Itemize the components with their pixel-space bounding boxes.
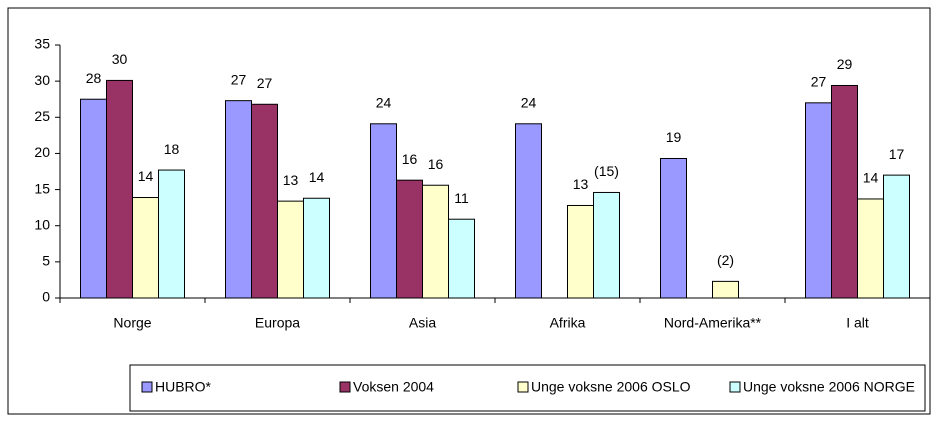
bar: [396, 179, 423, 299]
legend-label: Voksen 2004: [353, 379, 434, 395]
data-label: 16: [402, 151, 418, 167]
data-label: 28: [86, 70, 102, 86]
bar: [225, 100, 252, 299]
bar: [448, 218, 475, 299]
data-label: 18: [164, 141, 180, 157]
x-tick-label: Asia: [409, 315, 436, 331]
legend-label: Unge voksne 2006 NORGE: [743, 379, 915, 395]
bar: [883, 174, 910, 299]
data-label: 17: [889, 146, 905, 162]
y-tick-label: 10: [34, 216, 50, 232]
data-label: 27: [811, 74, 827, 90]
legend-swatch: [339, 381, 351, 393]
bar: [277, 200, 304, 299]
bar: [158, 169, 185, 299]
bar: [422, 184, 449, 299]
data-label: 27: [257, 75, 273, 91]
data-label: 14: [863, 170, 879, 186]
bar: [106, 79, 133, 299]
x-tick-label: Afrika: [550, 315, 586, 331]
y-tick-label: 20: [34, 144, 50, 160]
bar: [251, 103, 278, 299]
bar: [132, 197, 159, 299]
data-label: 13: [283, 172, 299, 188]
legend-label: HUBRO*: [155, 379, 212, 395]
data-label: 13: [573, 176, 589, 192]
data-label: 29: [837, 56, 853, 72]
bar: [593, 191, 620, 299]
y-tick-label: 35: [34, 36, 50, 52]
bar: [80, 98, 107, 299]
data-label: 14: [309, 169, 325, 185]
bar: [831, 84, 858, 299]
data-label: 14: [138, 168, 154, 184]
data-label: 27: [231, 71, 247, 87]
bar: [660, 157, 687, 299]
data-label: (2): [717, 252, 734, 268]
bar: [857, 198, 884, 299]
data-label: 24: [376, 94, 392, 110]
y-tick-label: 25: [34, 108, 50, 124]
bar: [303, 197, 330, 299]
x-tick-label: Europa: [255, 315, 300, 331]
bar: [712, 280, 739, 299]
bar: [805, 102, 832, 299]
bar: [515, 123, 542, 299]
data-label: (15): [594, 163, 619, 179]
bar: [370, 123, 397, 299]
data-label: 19: [666, 129, 682, 145]
data-label: 24: [521, 94, 537, 110]
y-tick-label: 5: [42, 253, 50, 269]
y-tick-label: 0: [42, 289, 50, 305]
y-tick-label: 15: [34, 180, 50, 196]
legend-swatch: [729, 381, 741, 393]
bar: [567, 204, 594, 299]
legend-swatch: [517, 381, 529, 393]
x-tick-label: Norge: [113, 315, 151, 331]
data-label: 16: [428, 156, 444, 172]
x-tick-label: Nord-Amerika**: [664, 315, 762, 331]
data-label: 30: [112, 51, 128, 67]
data-label: 11: [454, 190, 469, 206]
legend-label: Unge voksne 2006 OSLO: [531, 379, 691, 395]
legend-swatch: [141, 381, 153, 393]
x-tick-label: I alt: [846, 315, 869, 331]
y-tick-label: 30: [34, 72, 50, 88]
